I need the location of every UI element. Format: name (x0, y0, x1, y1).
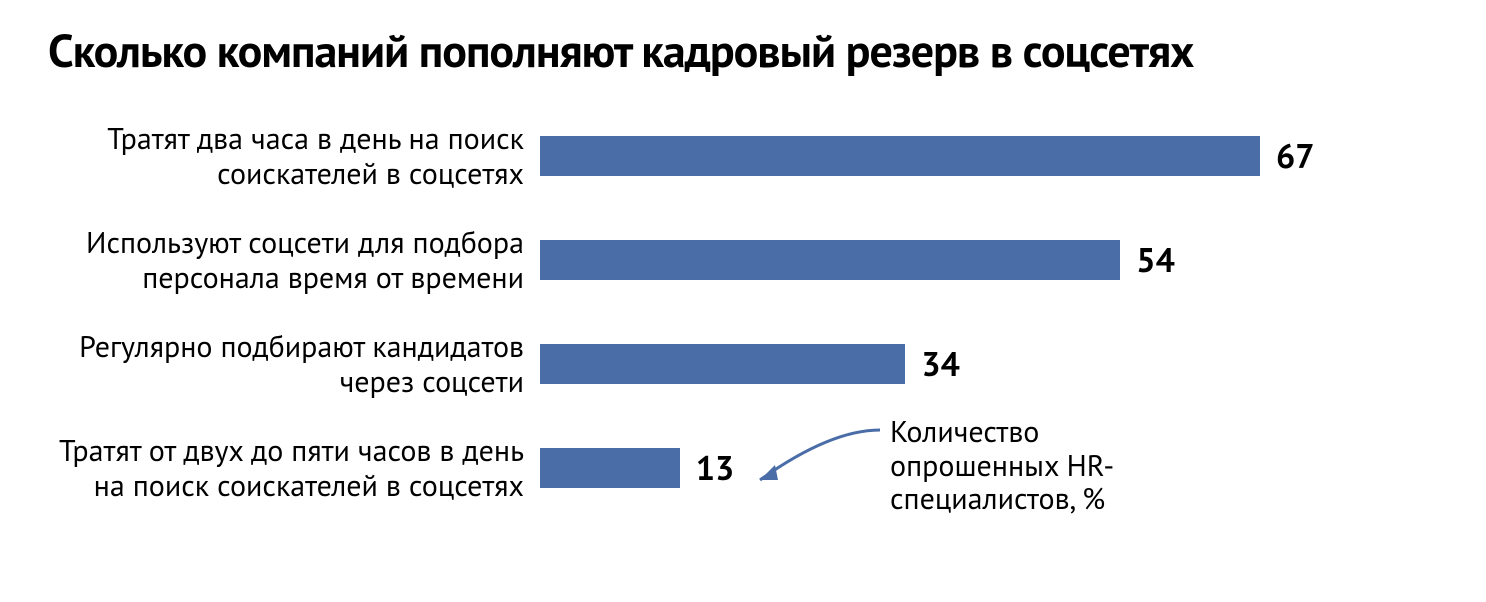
chart-title: Сколько компаний пополняют кадровый резе… (48, 20, 1446, 80)
bar (540, 448, 680, 488)
bar-label: Тратят от двух до пяти часов в день на п… (40, 433, 540, 504)
bar-area: 54 (540, 238, 1446, 282)
bar-value: 13 (696, 446, 735, 490)
bar-row: Регулярно подбирают кандидатов через соц… (40, 328, 1446, 400)
bar-chart: Тратят два часа в день на поиск соискате… (40, 120, 1446, 504)
annotation-label: Количество опрошенных HR-специалистов, % (890, 415, 1210, 516)
bar-label: Используют соцсети для подбора персонала… (40, 225, 540, 296)
bar-value: 67 (1276, 134, 1315, 178)
bar-value: 54 (1136, 238, 1175, 282)
bar (540, 136, 1260, 176)
bar-row: Тратят от двух до пяти часов в день на п… (40, 432, 1446, 504)
bar-row: Тратят два часа в день на поиск соискате… (40, 120, 1446, 192)
bar-label: Регулярно подбирают кандидатов через соц… (40, 329, 540, 400)
bar (540, 240, 1120, 280)
bar-row: Используют соцсети для подбора персонала… (40, 224, 1446, 296)
bar-value: 34 (921, 342, 960, 386)
bar-area: 67 (540, 134, 1446, 178)
bar-label: Тратят два часа в день на поиск соискате… (40, 121, 540, 192)
bar (540, 344, 905, 384)
bar-area: 34 (540, 342, 1446, 386)
